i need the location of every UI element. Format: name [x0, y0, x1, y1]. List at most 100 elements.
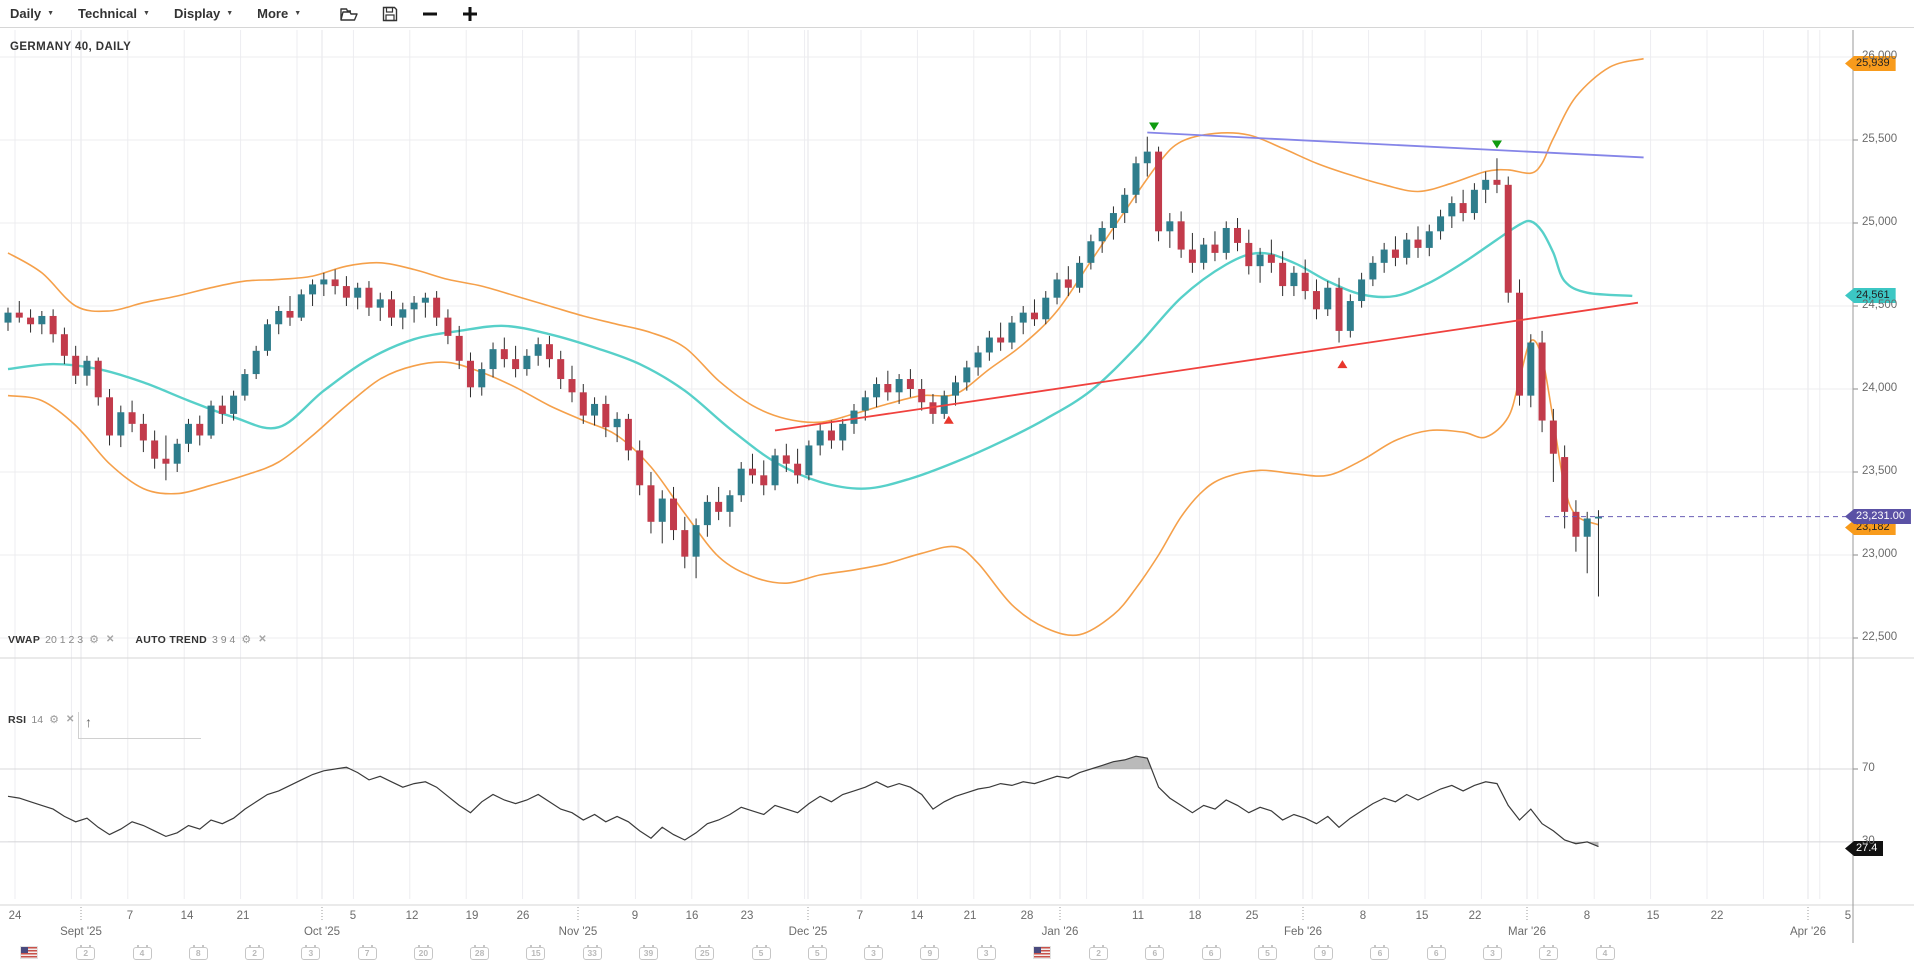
rsi-param: 14	[31, 714, 44, 726]
chevron-down-icon: ▼	[47, 10, 55, 17]
technical-menu-label: Technical	[78, 6, 138, 21]
rsi-value-badge: 27.4	[1845, 841, 1884, 856]
date-tick: 15	[1646, 910, 1660, 922]
vwap-remove-icon[interactable]: ✕	[105, 634, 115, 645]
last-price-badge: 23,231.00	[1845, 509, 1911, 524]
date-tick: 9	[631, 910, 639, 922]
zoom-out-icon[interactable]	[422, 6, 438, 22]
vwap-label: VWAP	[8, 634, 41, 646]
chevron-down-icon: ▼	[226, 10, 234, 17]
calendar-event-icon[interactable]: 2	[245, 945, 265, 960]
date-tick: 11	[1132, 910, 1144, 922]
month-label: Dec '25	[788, 926, 828, 938]
date-tick: 25	[1245, 910, 1259, 922]
price-axis-label: 25,500	[1862, 133, 1898, 145]
display-menu[interactable]: Display ▼	[174, 6, 233, 21]
calendar-event-icon[interactable]: 25	[695, 945, 715, 960]
more-menu[interactable]: More ▼	[257, 6, 301, 21]
calendar-event-icon[interactable]: 2	[1539, 945, 1559, 960]
price-axis-label: 25,000	[1862, 216, 1898, 228]
date-tick: 16	[685, 910, 699, 922]
month-label: Sept '25	[60, 926, 102, 938]
calendar-event-icon[interactable]: 15	[526, 945, 546, 960]
calendar-event-icon[interactable]: 33	[582, 945, 602, 960]
price-axis-label: 23,000	[1862, 548, 1898, 560]
date-tick: 19	[465, 910, 479, 922]
trendline-support	[774, 301, 1639, 432]
vwap-settings-icon[interactable]: ⚙	[89, 633, 99, 646]
pane-borders	[0, 30, 1914, 943]
grid-horizontal	[0, 56, 1858, 843]
rsi-legend: RSI 14 ⚙ ✕	[8, 714, 75, 726]
calendar-event-icon[interactable]: 5	[751, 945, 771, 960]
date-tick: 7	[126, 910, 134, 922]
date-tick: 5	[1844, 910, 1852, 922]
calendar-event-icon[interactable]: 2	[76, 945, 96, 960]
calendar-event-icon[interactable]: 3	[864, 945, 884, 960]
calendar-event-icon[interactable]: 3	[1483, 945, 1503, 960]
price-axis-label: 23,500	[1862, 465, 1898, 477]
date-tick: 12	[405, 910, 419, 922]
date-tick: 18	[1188, 910, 1202, 922]
rsi-plot	[7, 755, 1599, 848]
date-tick: 22	[1468, 910, 1482, 922]
trendline-resistance	[1147, 131, 1644, 159]
calendar-event-icon[interactable]: 39	[638, 945, 658, 960]
month-label: Apr '26	[1789, 926, 1827, 938]
technical-menu[interactable]: Technical ▼	[78, 6, 150, 21]
rsi-axis-label: 30	[1862, 834, 1875, 847]
calendar-event-icon[interactable]: 7	[357, 945, 377, 960]
price-axis-label: 24,500	[1862, 299, 1898, 311]
date-tick: 14	[910, 910, 924, 922]
calendar-event-icon[interactable]: 3	[976, 945, 996, 960]
autotrend-params: 3 9 4	[211, 634, 236, 646]
calendar-event-icon[interactable]: 4	[132, 945, 152, 960]
save-icon[interactable]	[382, 6, 398, 22]
calendar-event-icon[interactable]: 9	[920, 945, 940, 960]
calendar-event-icon[interactable]: 5	[807, 945, 827, 960]
calendar-event-icon[interactable]: 3	[301, 945, 321, 960]
calendar-event-icon[interactable]: 4	[1595, 945, 1615, 960]
calendar-event-icon[interactable]: 28	[470, 945, 490, 960]
calendar-event-icon[interactable]: 6	[1145, 945, 1165, 960]
calendar-event-icon[interactable]: 5	[1257, 945, 1277, 960]
timeframe-menu[interactable]: Daily ▼	[10, 6, 54, 21]
grid-vertical	[14, 30, 1821, 899]
calendar-event-icon[interactable]: 8	[188, 945, 208, 960]
calendar-event-icon[interactable]: 6	[1370, 945, 1390, 960]
us-flag-icon	[20, 946, 38, 959]
date-tick: 5	[349, 910, 357, 922]
rsi-axis-label: 70	[1862, 762, 1875, 774]
chart-symbol-title: GERMANY 40, DAILY	[10, 41, 132, 53]
bollinger-bands	[7, 57, 1644, 637]
calendar-event-icon[interactable]: 9	[1314, 945, 1334, 960]
autotrend-label: AUTO TREND	[135, 634, 207, 646]
upper-band-price-badge: 25,939	[1845, 56, 1896, 71]
date-tick: 8	[1359, 910, 1367, 922]
timeframe-menu-label: Daily	[10, 6, 42, 21]
calendar-event-icon[interactable]: 20	[413, 945, 433, 960]
zoom-in-icon[interactable]	[462, 6, 478, 22]
toolbar: Daily ▼ Technical ▼ Display ▼ More ▼	[0, 0, 1914, 28]
price-axis-label: 24,000	[1862, 382, 1898, 394]
vwap-line	[7, 219, 1633, 490]
calendar-event-icon[interactable]: 2	[1089, 945, 1109, 960]
date-tick: 8	[1583, 910, 1591, 922]
autotrend-remove-icon[interactable]: ✕	[258, 634, 267, 645]
autotrend-settings-icon[interactable]: ⚙	[241, 633, 252, 646]
date-tick: 24	[8, 910, 22, 922]
overlay-legend: VWAP 20 1 2 3 ⚙ ✕ AUTO TREND 3 9 4 ⚙ ✕	[8, 634, 268, 646]
calendar-event-icon[interactable]: 6	[1201, 945, 1221, 960]
rsi-expand-arrow-icon[interactable]: ↑	[85, 714, 92, 730]
rsi-settings-icon[interactable]: ⚙	[49, 713, 59, 726]
date-tick: 21	[963, 910, 977, 922]
date-tick: 15	[1415, 910, 1429, 922]
rsi-remove-icon[interactable]: ✕	[65, 714, 75, 725]
open-folder-icon[interactable]	[339, 6, 358, 22]
month-separators	[80, 907, 1809, 922]
date-tick: 28	[1020, 910, 1034, 922]
chevron-down-icon: ▼	[143, 10, 150, 17]
calendar-event-icon[interactable]: 6	[1426, 945, 1446, 960]
